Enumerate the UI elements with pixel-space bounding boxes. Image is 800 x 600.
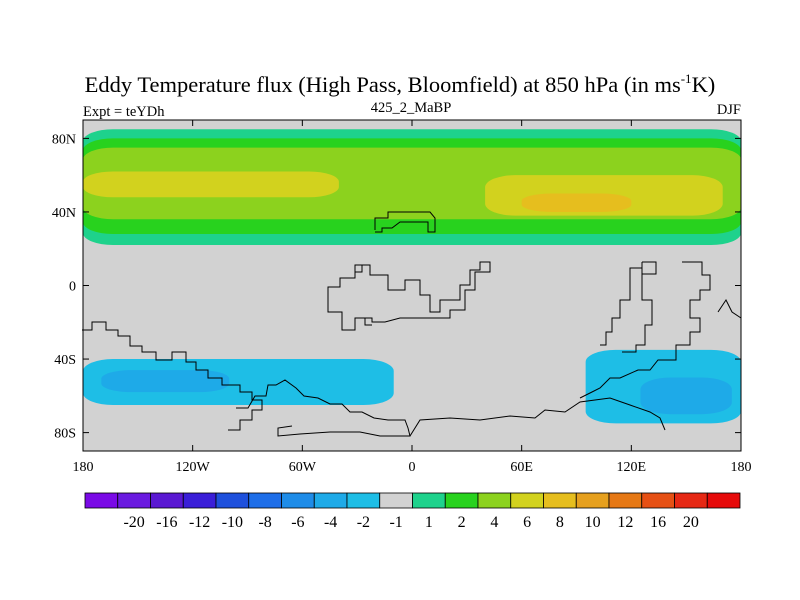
colorbar-swatch xyxy=(510,492,544,509)
colorbar-swatch xyxy=(117,492,151,509)
colorbar-swatch xyxy=(346,492,381,509)
colorbar-swatch xyxy=(543,492,577,509)
x-tick-label: 0 xyxy=(409,460,416,475)
coastline xyxy=(600,267,653,353)
colorbar-swatch xyxy=(641,492,675,509)
colorbar-label: -6 xyxy=(291,514,304,531)
colorbar-swatch xyxy=(215,492,250,509)
colorbar-swatch xyxy=(248,492,282,509)
colorbar-swatch xyxy=(575,492,610,509)
y-axis: 80N 40N 0 40S 80S xyxy=(52,132,741,442)
x-tick-label: 180 xyxy=(73,460,94,475)
colorbar-label: -10 xyxy=(222,514,243,531)
colorbar-label: -4 xyxy=(324,514,337,531)
colorbar-label: 2 xyxy=(458,514,466,531)
subtitle-center: 425_2_MaBP xyxy=(371,100,452,116)
flux-region xyxy=(101,370,230,393)
colorbar-label: 1 xyxy=(425,514,433,531)
colorbar-swatch xyxy=(182,492,217,509)
colorbar-swatch xyxy=(313,492,348,509)
x-tick-label: 60W xyxy=(289,460,317,475)
map-plot-area: 180 120W 60W 0 60E 120E 180 80N 40N 0 40S 80S xyxy=(52,119,752,475)
y-tick-label: 80S xyxy=(54,427,76,442)
colorbar-swatch xyxy=(150,492,184,509)
colorbar-swatch xyxy=(84,492,119,509)
coastline xyxy=(236,379,411,437)
x-tick-label: 180 xyxy=(731,460,752,475)
colorbar-label: 4 xyxy=(490,514,498,531)
x-tick-label: 120E xyxy=(617,460,647,475)
colorbar-label: -8 xyxy=(258,514,271,531)
colorbar-label: -12 xyxy=(189,514,210,531)
coastline xyxy=(409,397,666,437)
x-axis: 180 120W 60W 0 60E 120E 180 xyxy=(73,120,752,475)
colorbar: -20 -16 -12 -10 -8 -6 -4 -2 -1 1 2 4 6 8 10 12 16 20 xyxy=(84,492,741,531)
coastline xyxy=(641,261,657,275)
flux-region xyxy=(83,171,339,198)
x-tick-label: 60E xyxy=(510,460,533,475)
coastline xyxy=(355,264,363,273)
coastline xyxy=(579,261,711,399)
coastlines xyxy=(82,211,742,437)
y-tick-label: 40N xyxy=(52,206,76,221)
flux-region xyxy=(640,377,732,415)
colorbar-swatch xyxy=(444,492,479,509)
colorbar-label: -20 xyxy=(123,514,144,531)
colorbar-label: 12 xyxy=(617,514,633,531)
y-tick-label: 0 xyxy=(69,280,76,295)
coastline xyxy=(327,261,491,331)
y-tick-label: 40S xyxy=(54,353,76,368)
subtitle-left: Expt = teYDh xyxy=(83,104,165,120)
colorbar-label: -2 xyxy=(357,514,370,531)
chart-title: Eddy Temperature flux (High Pass, Bloomf… xyxy=(85,71,716,97)
subtitle-right: DJF xyxy=(717,102,741,118)
flux-regions xyxy=(83,129,741,424)
colorbar-swatch xyxy=(379,492,413,509)
coastline xyxy=(82,321,263,431)
flux-region xyxy=(521,193,632,212)
colorbar-swatch xyxy=(706,492,741,509)
colorbar-label: -16 xyxy=(156,514,177,531)
colorbar-label: 20 xyxy=(683,514,699,531)
colorbar-label: 16 xyxy=(650,514,666,531)
colorbar-label: 10 xyxy=(585,514,601,531)
colorbar-swatch xyxy=(477,492,512,509)
colorbar-swatch xyxy=(674,492,708,509)
coastline xyxy=(374,211,436,233)
x-tick-label: 120W xyxy=(176,460,211,475)
colorbar-label: 6 xyxy=(523,514,531,531)
colorbar-label: -1 xyxy=(389,514,402,531)
coastline xyxy=(717,299,742,319)
colorbar-swatch xyxy=(608,492,643,509)
colorbar-label: 8 xyxy=(556,514,564,531)
coastline xyxy=(364,318,372,326)
y-tick-label: 80N xyxy=(52,132,76,147)
colorbar-swatch xyxy=(281,492,315,509)
colorbar-swatch xyxy=(412,492,446,509)
